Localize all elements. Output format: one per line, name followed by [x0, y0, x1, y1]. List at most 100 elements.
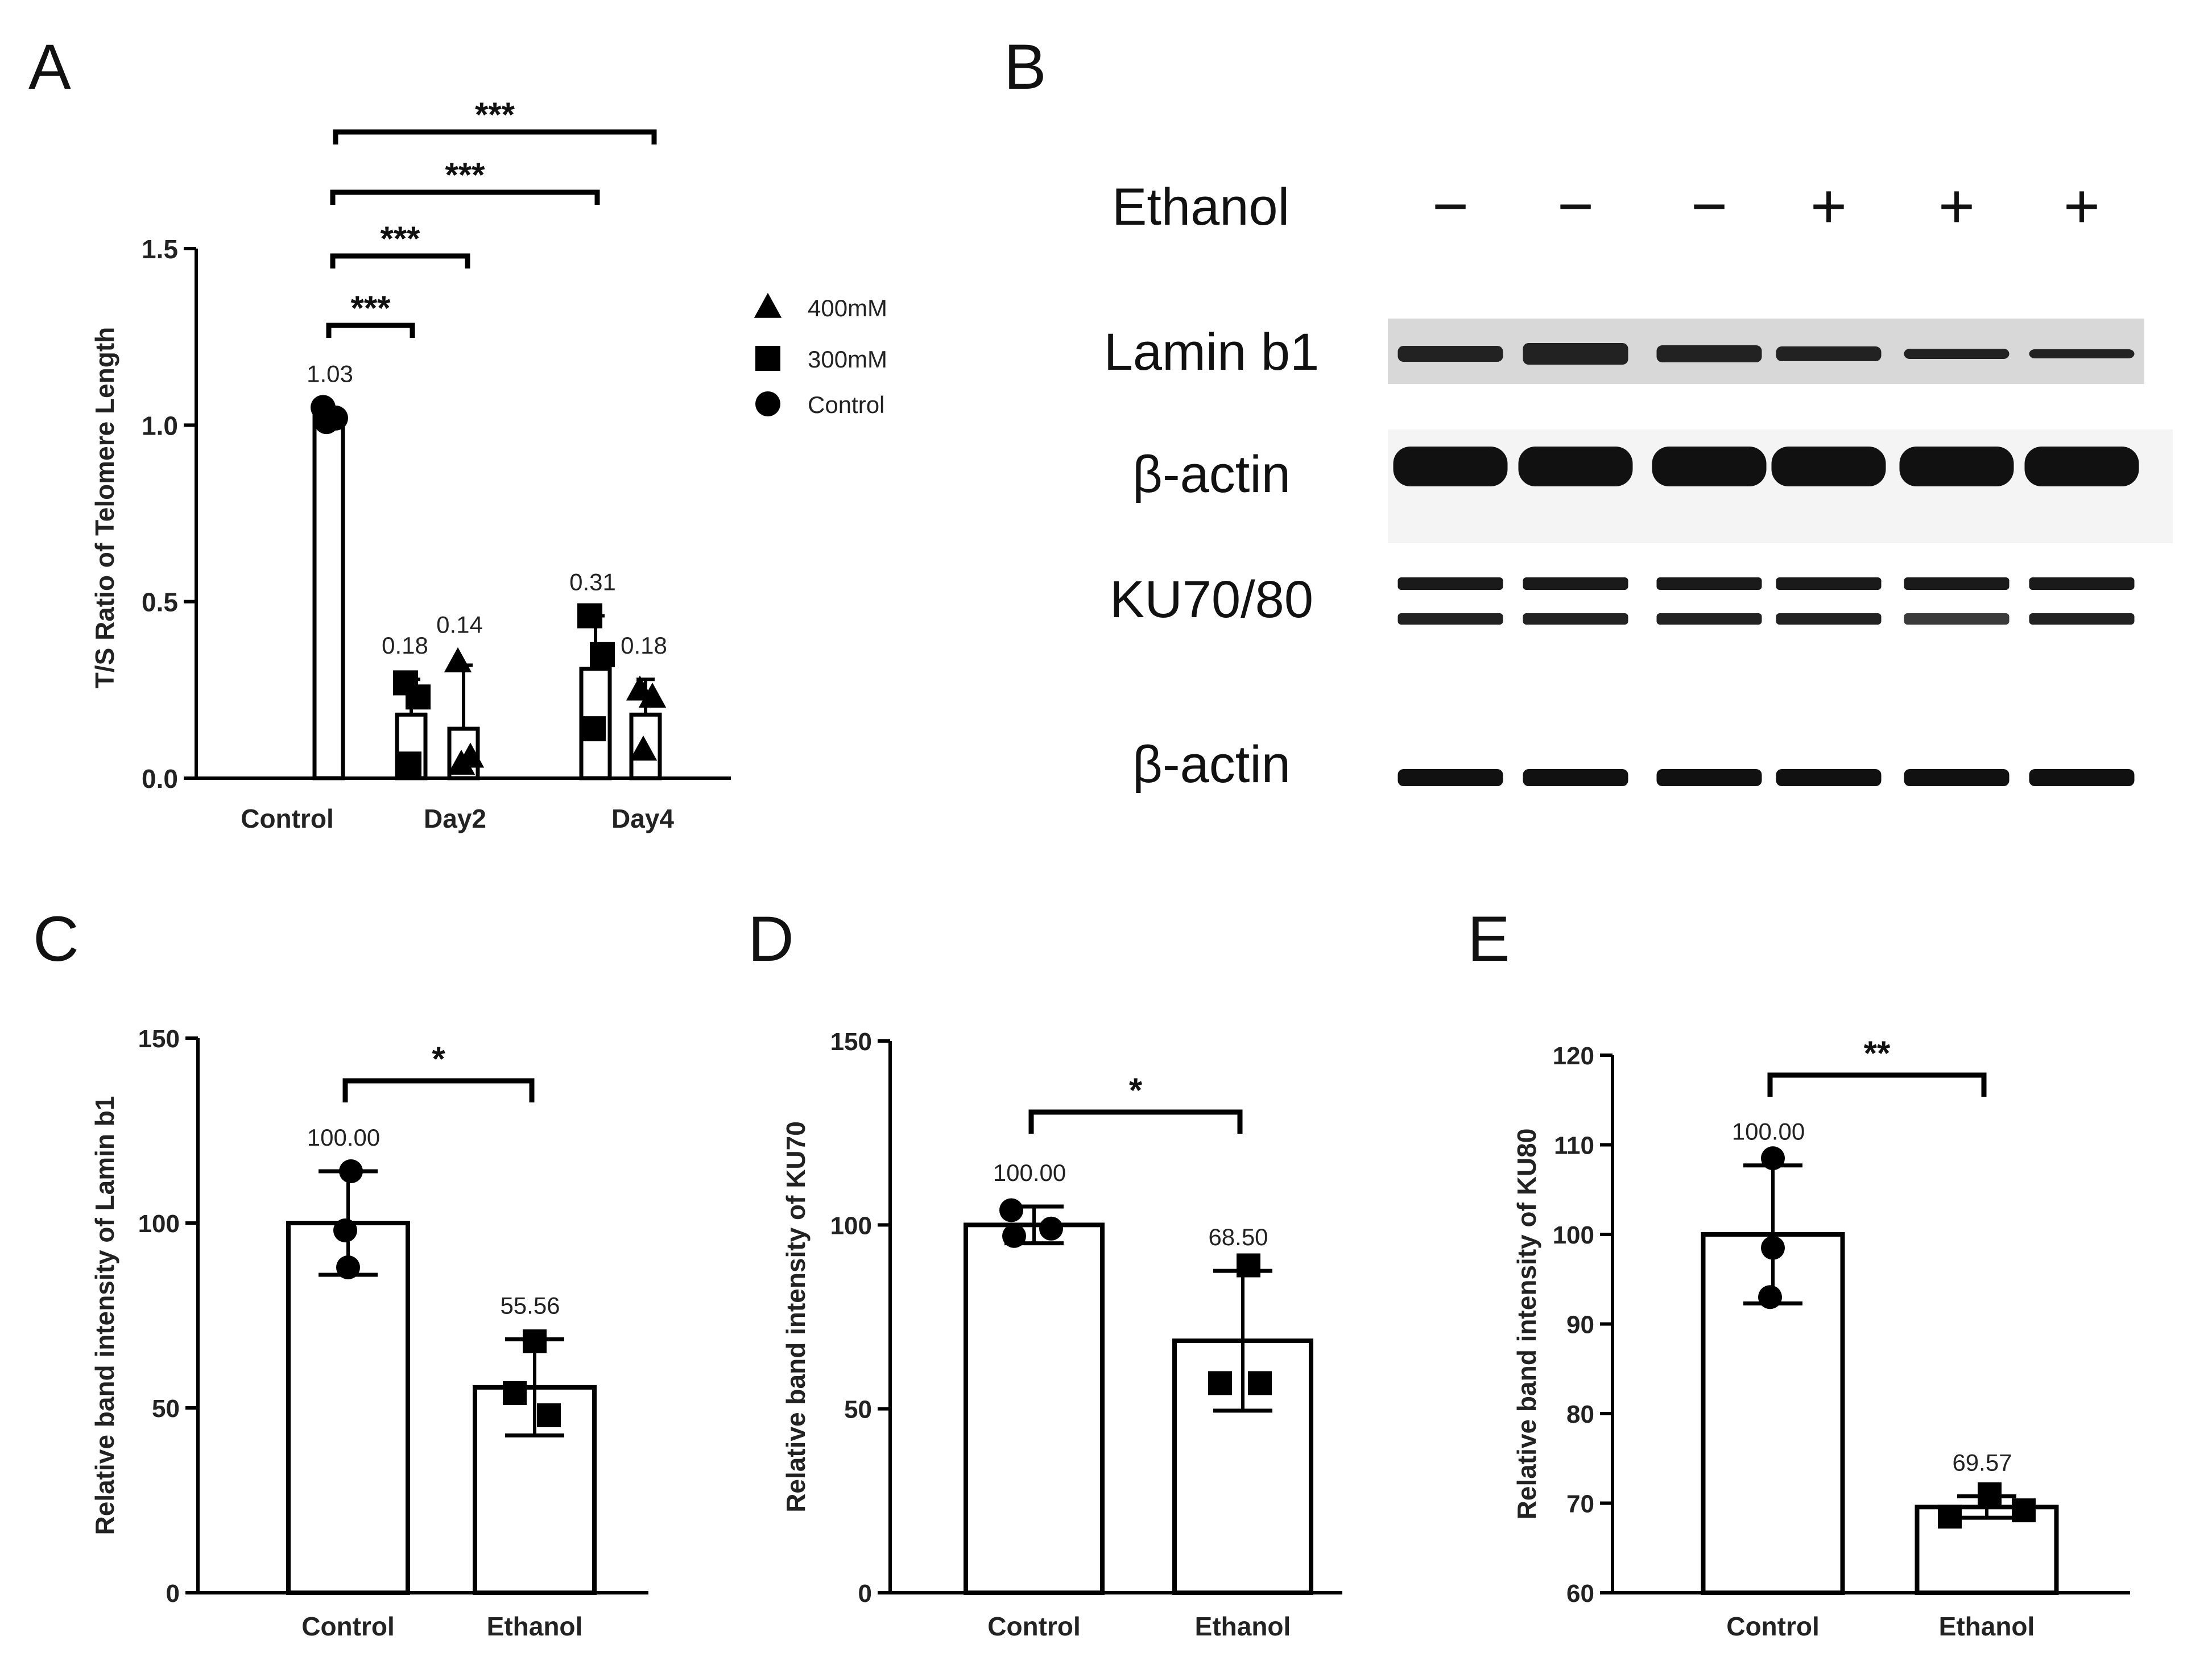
significance-stars: ***: [350, 289, 391, 327]
lane-sign: +: [2064, 171, 2100, 241]
panel-a-chart: 0.0 0.5 1.0 1.5 T/S Ratio of Telomere Length…: [90, 96, 887, 833]
blot-row-label: β-actin: [1132, 736, 1291, 794]
ku70-band: [1398, 577, 1503, 590]
legend-label: 400mM: [808, 295, 887, 321]
y-axis-label: Relative band intensity of KU70: [781, 1121, 811, 1513]
data-point: [590, 642, 615, 667]
value-label: 69.57: [1952, 1449, 2012, 1476]
actin-band-lower: [1904, 769, 2010, 786]
data-point: [1758, 1285, 1782, 1309]
significance-bracket: [1028, 1109, 1243, 1134]
significance-bracket: [326, 323, 415, 338]
ku70-band: [1523, 577, 1628, 590]
panel-label-e: E: [1467, 903, 1510, 974]
panel-label-a: A: [28, 31, 71, 102]
ku80-band: [1523, 613, 1628, 625]
data-point: [314, 409, 339, 435]
significance-stars: ***: [475, 96, 515, 134]
data-point: [1938, 1505, 1962, 1529]
data-point: [1761, 1146, 1785, 1171]
lane-sign: +: [1938, 171, 1975, 241]
legend-marker: [754, 292, 782, 318]
data-point: [406, 684, 431, 710]
x-category-label: Control: [987, 1612, 1081, 1641]
blot-row-label: Lamin b1: [1104, 323, 1319, 381]
x-category-label: Control: [1726, 1612, 1820, 1641]
x-category-label: Ethanol: [1195, 1612, 1291, 1641]
lamin-band: [1656, 345, 1762, 362]
panel-d-chart: 0 50 100 150 Relative band intensity of KU70…: [781, 1028, 1342, 1641]
y-tick-label: 0: [858, 1580, 872, 1608]
ku70-band: [1904, 577, 2010, 590]
actin-band-lower: [1656, 769, 1762, 786]
actin-band-lower: [1523, 769, 1628, 786]
significance-stars: **: [1864, 1034, 1891, 1072]
data-point: [396, 751, 421, 777]
y-tick-label: 100: [138, 1210, 180, 1238]
value-label: 0.18: [382, 632, 428, 659]
legend-label: 300mM: [808, 346, 887, 373]
data-point: [1761, 1236, 1785, 1260]
y-tick-label: 110: [1554, 1132, 1594, 1160]
data-point: [339, 1159, 363, 1183]
data-point: [581, 716, 606, 742]
value-label: 100.00: [993, 1159, 1066, 1186]
y-tick-label: 70: [1566, 1490, 1594, 1518]
data-point: [503, 1381, 527, 1405]
panel-b-western-blot: Ethanol − − − + + + Lamin b1 β-actin KU70/80 β-act…: [1104, 171, 2173, 794]
y-tick-label: 0.5: [142, 588, 178, 617]
data-point: [1237, 1253, 1260, 1278]
data-point: [577, 603, 602, 629]
blot-row-label: β-actin: [1132, 445, 1291, 503]
blot-membrane-lamin: [1388, 319, 2144, 384]
data-point: [1039, 1216, 1063, 1241]
significance-bracket: [330, 189, 600, 205]
lamin-band: [2029, 349, 2135, 358]
legend-marker: [755, 346, 780, 371]
significance-bracket: [333, 129, 657, 144]
value-label: 0.18: [621, 632, 667, 659]
lamin-band: [1776, 346, 1882, 361]
y-tick-label: 150: [830, 1028, 872, 1056]
x-category-label: Ethanol: [1939, 1612, 2035, 1641]
value-label: 100.00: [307, 1124, 380, 1151]
data-point: [333, 1218, 357, 1242]
x-category-label: Ethanol: [487, 1612, 583, 1641]
lamin-band: [1523, 343, 1628, 365]
actin-band-lower: [2029, 769, 2135, 786]
data-point: [537, 1403, 561, 1427]
actin-band-lower: [1776, 769, 1882, 786]
y-axis-label: Relative band intensity of Lamin b1: [90, 1096, 119, 1535]
y-tick-label: 50: [152, 1395, 180, 1423]
significance-bracket: [330, 253, 470, 268]
actin-band: [1393, 447, 1508, 486]
data-point: [447, 749, 476, 775]
lane-sign: −: [1557, 171, 1594, 241]
blot-row-label: KU70/80: [1110, 571, 1313, 629]
x-category-label: Control: [301, 1612, 395, 1641]
significance-stars: ***: [445, 156, 485, 194]
lane-sign: +: [1810, 171, 1847, 241]
y-tick-label: 100: [1553, 1221, 1594, 1249]
legend-label: Control: [808, 391, 884, 418]
y-tick-label: 100: [830, 1212, 872, 1240]
panel-c-chart: 0 50 100 150 Relative band intensity of Lami…: [90, 1025, 648, 1641]
ku70-band: [2029, 577, 2135, 590]
ku80-band: [2029, 613, 2135, 625]
value-label: 68.50: [1208, 1224, 1268, 1250]
data-point: [523, 1329, 547, 1353]
condition-label: Ethanol: [1112, 178, 1289, 236]
data-point: [999, 1198, 1023, 1222]
actin-band-lower: [1398, 769, 1503, 786]
y-axis-label: T/S Ratio of Telomere Length: [90, 327, 119, 689]
actin-band: [1652, 447, 1767, 486]
panel-label-c: C: [33, 903, 79, 974]
y-tick-label: 1.0: [142, 411, 178, 440]
bar: [312, 412, 345, 780]
y-tick-label: 50: [844, 1396, 872, 1424]
ku80-band: [1904, 613, 2010, 625]
panel-label-d: D: [748, 903, 794, 974]
significance-stars: ***: [380, 220, 420, 258]
value-label: 100.00: [1732, 1118, 1805, 1145]
x-category-label: Day4: [611, 804, 674, 833]
